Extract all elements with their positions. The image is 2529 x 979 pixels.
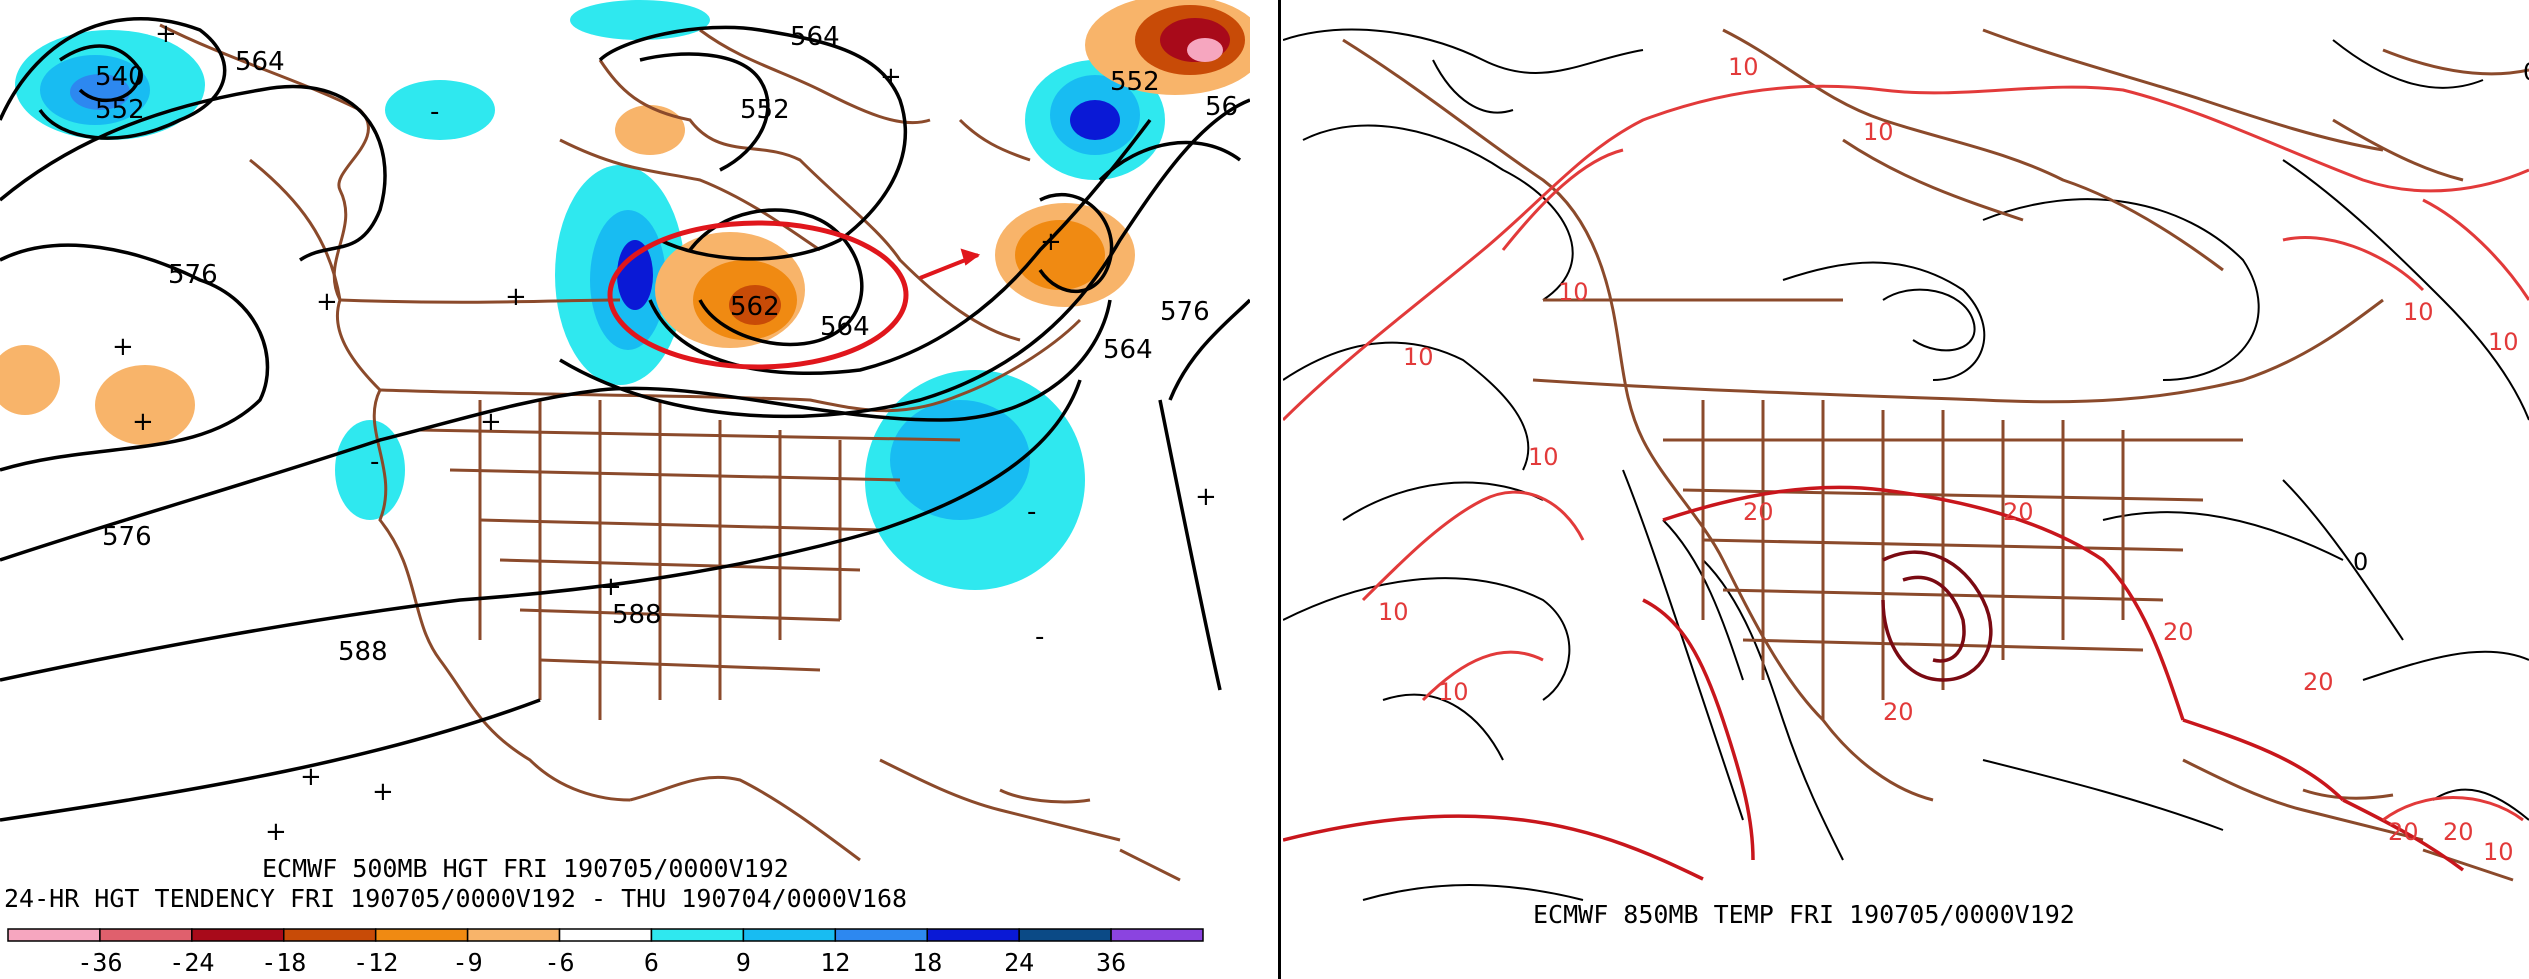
legend-swatch — [99, 928, 193, 942]
svg-text:+: + — [480, 407, 502, 437]
contour-label: 564 — [1103, 335, 1153, 365]
legend-swatch — [1110, 928, 1204, 942]
svg-text:-: - — [1035, 622, 1044, 652]
right-map: 10 10 10 10 10 10 10 10 10 20 20 20 20 2… — [1283, 28, 2529, 929]
legend-tick-label: 9 — [736, 948, 751, 977]
legend-ticks: -36 -24 -18 -12 -9 -6 6 9 12 18 24 36 — [77, 948, 1126, 977]
legend-swatch — [650, 928, 745, 942]
svg-text:+: + — [505, 282, 527, 312]
panel-divider — [1278, 0, 1281, 979]
svg-text:+: + — [880, 62, 902, 92]
temp-label: 20 — [2388, 818, 2419, 846]
legend-tick-label: 18 — [912, 948, 942, 977]
legend-tick-label: 12 — [820, 948, 850, 977]
temp-label: 20 — [2303, 668, 2334, 696]
legend-swatch — [834, 928, 928, 942]
tendency-shading — [0, 0, 1250, 590]
legend-tick-label: -24 — [169, 948, 214, 977]
left-map-title: ECMWF 500MB HGT FRI 190705/0000V192 — [262, 854, 789, 883]
right-map-title: ECMWF 850MB TEMP FRI 190705/0000V192 — [1533, 900, 2075, 929]
svg-text:-: - — [370, 447, 379, 477]
temp-label: 10 — [1863, 118, 1894, 146]
temp-label: 10 — [2403, 298, 2434, 326]
right-map-panel: 10 10 10 10 10 10 10 10 10 20 20 20 20 2… — [1283, 0, 2529, 979]
legend-tick-label: 6 — [644, 948, 659, 977]
contour-label: 564 — [235, 47, 285, 77]
svg-text:-: - — [430, 97, 439, 127]
extrema-markers: + + + + + + + + + + + + - - - - + — [112, 19, 1217, 847]
temp-labels: 10 10 10 10 10 10 10 10 10 20 20 20 20 2… — [1378, 53, 2529, 866]
highlight-ellipse — [607, 220, 981, 370]
temp-contours-red — [1283, 84, 2529, 881]
contour-labels: 540 552 564 564 552 564 576 576 588 588 … — [95, 22, 1238, 667]
legend-tick-label: -36 — [77, 948, 122, 977]
contour-label: 576 — [168, 260, 218, 290]
temp-label: 10 — [1378, 598, 1409, 626]
contour-label: 588 — [612, 600, 662, 630]
legend-tick-label: -12 — [353, 948, 398, 977]
contour-label: 564 — [820, 312, 870, 342]
right-map-borders — [1342, 28, 2529, 882]
temp-label: 20 — [2163, 618, 2194, 646]
temp-label: 0 — [2353, 548, 2368, 576]
legend-swatch — [7, 928, 101, 942]
temp-contours — [1283, 28, 2529, 901]
contour-label: 576 — [1160, 297, 1210, 327]
temp-label: 10 — [1403, 343, 1434, 371]
legend-swatch — [1018, 928, 1112, 942]
temp-label: 10 — [1728, 53, 1759, 81]
legend-swatch — [926, 928, 1020, 942]
legend-swatch — [283, 928, 377, 942]
legend-tick-label: 36 — [1096, 948, 1126, 977]
svg-text:+: + — [112, 332, 134, 362]
svg-text:+: + — [316, 287, 338, 317]
svg-text:+: + — [265, 817, 287, 847]
contour-label: 552 — [95, 95, 145, 125]
svg-text:+: + — [132, 407, 154, 437]
temp-label: 10 — [2488, 328, 2519, 356]
contour-label: 562 — [730, 292, 780, 322]
temp-label: 0 — [2523, 58, 2529, 86]
legend-tick-label: -9 — [453, 948, 483, 977]
height-contours — [0, 17, 1250, 822]
temp-label: 10 — [1558, 278, 1589, 306]
legend-swatch — [191, 928, 285, 942]
temp-label: 20 — [1743, 498, 1774, 526]
svg-text:+: + — [1040, 227, 1062, 257]
svg-text:+: + — [1195, 482, 1217, 512]
temp-label: 20 — [2443, 818, 2474, 846]
temp-label: 20 — [1883, 698, 1914, 726]
contour-label: 56 — [1205, 92, 1238, 122]
legend-tick-label: -6 — [544, 948, 574, 977]
contour-label: 576 — [102, 522, 152, 552]
legend-swatch — [374, 928, 469, 942]
svg-text:+: + — [155, 19, 177, 49]
contour-label: 588 — [338, 637, 388, 667]
legend-swatch — [466, 928, 561, 942]
legend-tick-label: -18 — [261, 948, 306, 977]
map-borders — [159, 23, 1181, 882]
contour-label: 540 — [95, 62, 145, 92]
svg-text:+: + — [600, 572, 622, 602]
svg-text:+: + — [300, 762, 322, 792]
contour-label: 564 — [790, 22, 840, 52]
temp-label: 20 — [2003, 498, 2034, 526]
temp-label: 10 — [2483, 838, 2514, 866]
legend-swatch — [742, 928, 837, 942]
color-legend — [7, 928, 1204, 942]
contour-label: 552 — [740, 95, 790, 125]
temp-label: 10 — [1438, 678, 1469, 706]
left-map-subtitle: 24-HR HGT TENDENCY FRI 190705/0000V192 -… — [4, 884, 907, 913]
legend-swatch — [558, 928, 653, 942]
left-map: 540 552 564 564 552 564 576 576 588 588 … — [0, 0, 1250, 977]
legend-tick-label: 24 — [1004, 948, 1034, 977]
contour-label: 552 — [1110, 67, 1160, 97]
left-map-panel: 540 552 564 564 552 564 576 576 588 588 … — [0, 0, 1250, 979]
svg-text:-: - — [1027, 497, 1036, 527]
svg-text:+: + — [372, 777, 394, 807]
temp-label: 10 — [1528, 443, 1559, 471]
